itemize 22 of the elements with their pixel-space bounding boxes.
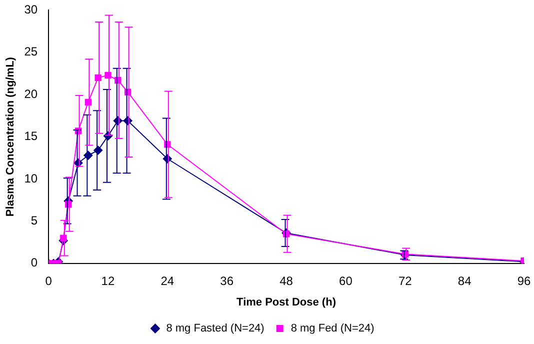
y-tick-label: 20 [24,86,38,101]
point [104,72,112,79]
legend-label: 8 mg Fed (N=24) [290,322,374,335]
point [94,74,102,82]
x-tick-label: 48 [280,274,294,288]
x-tick-label: 60 [339,274,353,288]
x-tick-label: 84 [458,274,472,288]
x-tick-label: 24 [160,274,174,288]
y-tick-label: 15 [24,129,38,144]
x-axis-title: Time Post Dose (h) [236,296,336,308]
x-tick-label: 72 [398,274,412,288]
y-tick-label: 30 [24,2,38,17]
y-tick-label: 25 [24,44,38,59]
y-tick-label: 5 [30,214,38,228]
y-axis-title: Plasma Concentration (ng/mL) [4,56,17,217]
legend-label: 8 mg Fasted (N=24) [166,322,264,335]
x-tick-label: 36 [220,274,234,288]
x-tick-label: 12 [101,274,115,288]
y-tick-label: 0 [30,256,38,270]
x-tick-label: 96 [517,274,531,288]
y-tick-label: 10 [24,171,38,186]
x-tick-label: 0 [45,274,52,288]
